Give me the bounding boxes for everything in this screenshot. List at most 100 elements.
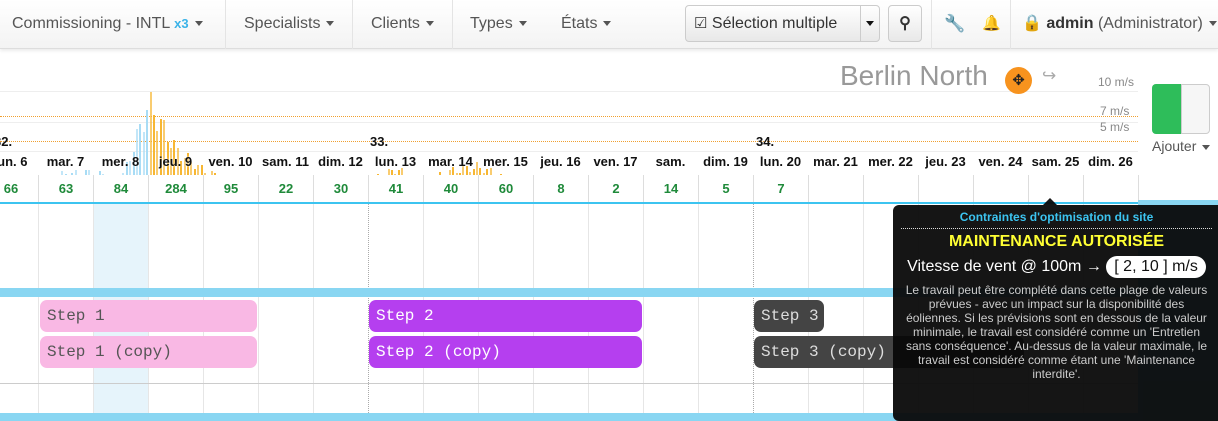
day-count[interactable]: 40 — [423, 175, 478, 202]
lane-separator — [0, 288, 1138, 297]
home-button[interactable] — [1181, 84, 1210, 134]
wind-bar — [136, 128, 138, 202]
specialists-menu[interactable]: Specialists — [244, 0, 335, 49]
step-bar[interactable]: Step 1 — [40, 300, 257, 332]
day-label: lun. 6 — [0, 154, 28, 169]
caret-down-icon — [866, 21, 874, 27]
day-count[interactable]: 7 — [753, 175, 808, 202]
bell-icon[interactable]: 🔔 — [982, 15, 1001, 32]
day-count[interactable]: 41 — [368, 175, 423, 202]
day-label: jeu. 9 — [158, 154, 193, 169]
types-menu[interactable]: Types — [470, 0, 527, 49]
wind-bar — [153, 115, 155, 202]
etats-menu[interactable]: États — [561, 0, 612, 49]
day-label: ven. 24 — [978, 154, 1023, 169]
day-count[interactable]: 95 — [203, 175, 258, 202]
day-label: dim. 19 — [703, 154, 748, 169]
week-label: 34. — [756, 134, 775, 149]
day-label: sam. 25 — [1031, 154, 1080, 169]
caret-down-icon — [1208, 21, 1217, 27]
week-label: 33. — [370, 134, 389, 149]
step-bar[interactable]: Step 1 (copy) — [40, 336, 257, 368]
day-label: ven. 10 — [208, 154, 253, 169]
search-icon: ⚲ — [899, 15, 911, 32]
step-bar[interactable]: Step 2 — [369, 300, 642, 332]
wind-bar — [146, 110, 149, 202]
day-count[interactable]: 284 — [148, 175, 203, 202]
day-label: jeu. 16 — [540, 154, 581, 169]
constraints-tooltip: Contraintes d'optimisation du site MAINT… — [893, 198, 1218, 421]
wind-bar — [166, 142, 169, 202]
scale-label: 5 m/s — [1100, 120, 1130, 134]
etats-label: États — [561, 15, 598, 32]
scale-label: 7 m/s — [1100, 104, 1130, 118]
day-count[interactable]: 5 — [698, 175, 753, 202]
user-role: (Administrator) — [1097, 15, 1203, 32]
multi-select-button[interactable]: ☑ Sélection multiple — [685, 5, 861, 42]
wind-bar — [170, 147, 172, 202]
day-label: dim. 26 — [1088, 154, 1133, 169]
day-count[interactable]: 14 — [643, 175, 698, 202]
day-count[interactable]: 63 — [38, 175, 93, 202]
week-label: 32. — [0, 134, 13, 149]
scale-label: 10 m/s — [1098, 75, 1135, 89]
caret-down-icon — [326, 21, 335, 27]
search-button[interactable]: ⚲ — [888, 5, 922, 42]
project-menu[interactable]: Commissioning - INTL x3 — [12, 0, 203, 49]
tooltip-title: Contraintes d'optimisation du site — [959, 210, 1154, 224]
caret-down-icon — [194, 21, 203, 27]
wind-bar — [159, 118, 162, 202]
day-count[interactable]: 8 — [533, 175, 588, 202]
day-count[interactable] — [808, 175, 863, 202]
checkbox-icon: ☑ — [694, 15, 708, 32]
day-count[interactable] — [863, 175, 918, 202]
wind-bar — [156, 131, 159, 202]
day-count[interactable] — [1028, 175, 1083, 202]
day-label: mer. 8 — [101, 154, 140, 169]
wind-bar — [176, 147, 179, 202]
day-label: mar. 14 — [428, 154, 473, 169]
day-count[interactable] — [1138, 175, 1193, 202]
step-bar[interactable]: Step 2 (copy) — [369, 336, 642, 368]
day-count[interactable]: 60 — [478, 175, 533, 202]
clients-menu[interactable]: Clients — [371, 0, 434, 49]
step-bar[interactable]: Step 3 — [754, 300, 824, 332]
day-label: mer. 22 — [868, 154, 913, 169]
wind-bar — [139, 124, 142, 202]
day-count[interactable]: 84 — [93, 175, 148, 202]
locate-button[interactable] — [1152, 84, 1181, 134]
day-count[interactable]: 66 — [0, 175, 38, 202]
user-name: admin — [1046, 15, 1094, 32]
lock-icon: 🔒 — [1022, 15, 1042, 32]
wrench-icon[interactable]: 🔧 — [944, 14, 966, 33]
wind-speed-label: Vitesse de vent @ 100m → — [907, 258, 1102, 275]
day-label: mer. 15 — [483, 154, 528, 169]
day-count[interactable]: 22 — [258, 175, 313, 202]
project-label: Commissioning - INTL — [12, 15, 170, 32]
multi-select-dropdown[interactable] — [860, 5, 880, 42]
types-label: Types — [470, 15, 513, 32]
wind-bar — [142, 131, 145, 202]
navbar: Commissioning - INTL x3 Specialists Clie… — [0, 0, 1218, 49]
wind-bar — [149, 91, 152, 202]
day-label: ven. 17 — [593, 154, 638, 169]
day-count[interactable]: 2 — [588, 175, 643, 202]
user-menu[interactable]: 🔒 admin (Administrator) — [1022, 0, 1217, 49]
day-count[interactable] — [1083, 175, 1138, 202]
multi-select-label: Sélection multiple — [711, 15, 838, 32]
add-dropdown[interactable]: Ajouter — [1152, 138, 1211, 154]
lane-separator — [0, 413, 1138, 421]
day-count[interactable] — [973, 175, 1028, 202]
day-label: sam. 11 — [262, 154, 309, 169]
site-title: Berlin North — [840, 60, 988, 91]
day-label: sam. — [655, 154, 686, 169]
maintenance-status: MAINTENANCE AUTORISÉE — [948, 233, 1165, 250]
day-count[interactable] — [918, 175, 973, 202]
day-label: mar. 21 — [813, 154, 858, 169]
caret-down-icon — [603, 21, 612, 27]
day-count[interactable]: 30 — [313, 175, 368, 202]
wind-bar — [163, 120, 166, 202]
optimization-constraints-icon[interactable]: ✥ — [1005, 67, 1032, 94]
add-label: Ajouter — [1152, 138, 1197, 154]
share-icon[interactable]: ↪ — [1042, 66, 1057, 85]
